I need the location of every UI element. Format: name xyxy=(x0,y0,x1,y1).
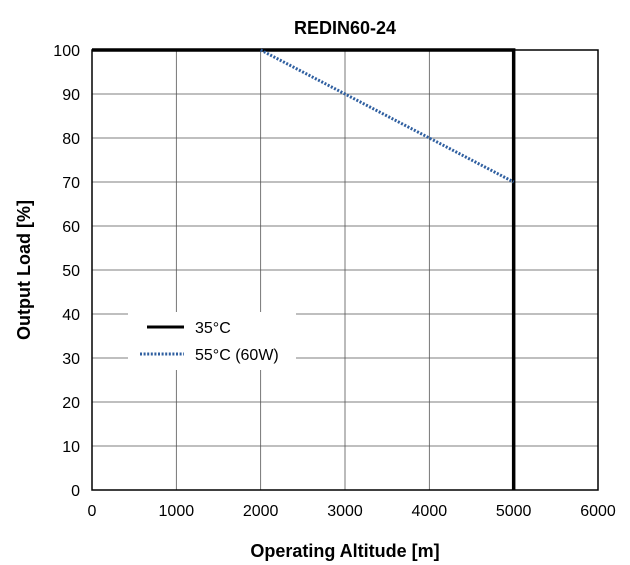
legend-label-35c: 35°C xyxy=(195,320,231,337)
series-group xyxy=(92,48,516,490)
grid xyxy=(91,49,599,491)
y-tick-label: 80 xyxy=(62,131,80,148)
x-tick-label: 0 xyxy=(88,503,97,520)
y-tick-label: 10 xyxy=(62,439,80,456)
y-tick-label: 40 xyxy=(62,307,80,324)
legend-box xyxy=(128,312,296,370)
series-55c-line xyxy=(259,48,515,184)
series-35c-line xyxy=(92,48,516,490)
y-tick-label: 20 xyxy=(62,395,80,412)
x-tick-label: 1000 xyxy=(159,503,195,520)
y-tick-label: 0 xyxy=(71,483,80,500)
y-tick-label: 60 xyxy=(62,219,80,236)
x-tick-label: 5000 xyxy=(496,503,532,520)
x-tick-label: 6000 xyxy=(580,503,616,520)
y-axis-title: Output Load [%] xyxy=(14,200,34,340)
x-tick-label: 3000 xyxy=(327,503,363,520)
x-tick-label: 4000 xyxy=(412,503,448,520)
legend: 35°C 55°C (60W) xyxy=(128,312,296,370)
y-tick-label: 50 xyxy=(62,263,80,280)
x-tick-label: 2000 xyxy=(243,503,279,520)
x-axis-title: Operating Altitude [m] xyxy=(250,541,439,561)
x-axis-ticks: 0 1000 2000 3000 4000 5000 6000 xyxy=(88,503,616,520)
y-tick-label: 30 xyxy=(62,351,80,368)
y-tick-label: 90 xyxy=(62,87,80,104)
chart-title: REDIN60-24 xyxy=(294,18,396,38)
legend-label-55c: 55°C (60W) xyxy=(195,347,279,364)
y-tick-label: 70 xyxy=(62,175,80,192)
y-axis-ticks: 0 10 20 30 40 50 60 70 80 90 100 xyxy=(53,43,80,500)
y-tick-label: 100 xyxy=(53,43,80,60)
